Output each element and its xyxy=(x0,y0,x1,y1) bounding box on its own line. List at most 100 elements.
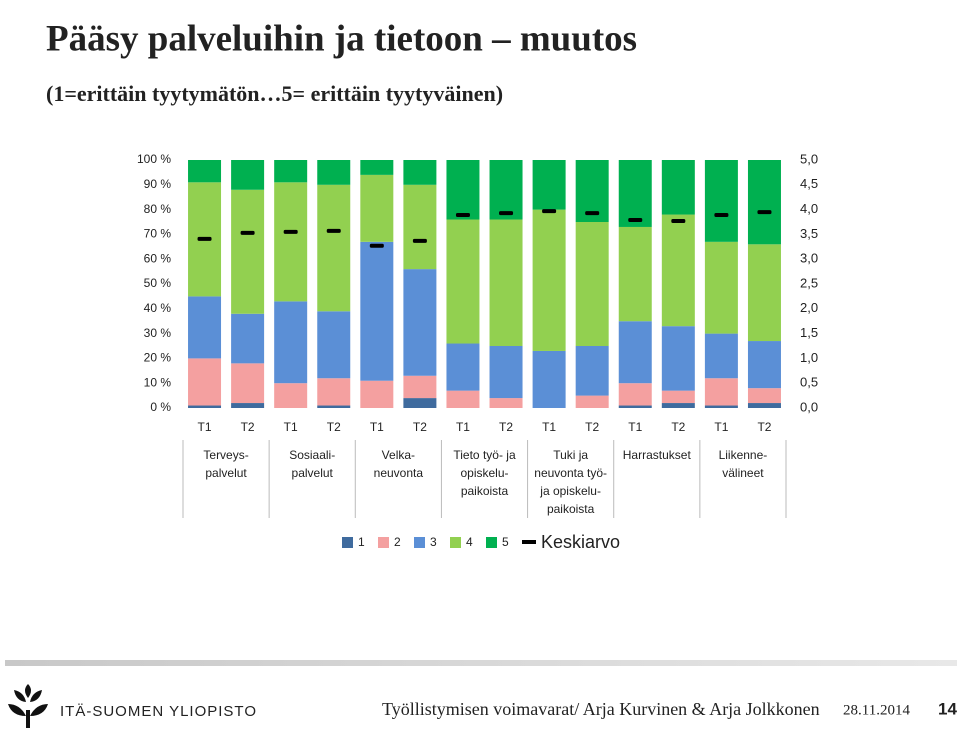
y-tick-label: 20 % xyxy=(144,351,172,365)
legend-label: 2 xyxy=(394,535,401,549)
group-label: palvelut xyxy=(292,466,334,480)
bar-segment xyxy=(231,403,265,408)
x-tick-label: T1 xyxy=(370,420,384,434)
x-tick-label: T2 xyxy=(241,420,255,434)
mean-marker xyxy=(542,209,557,214)
bar-segment xyxy=(747,160,781,245)
mean-marker xyxy=(240,230,255,235)
y-tick-label: 30 % xyxy=(144,326,172,340)
footer-text: Työllistymisen voimavarat/ Arja Kurvinen… xyxy=(382,699,820,719)
y2-tick-label: 2,5 xyxy=(800,275,818,290)
bar-segment xyxy=(747,403,781,408)
legend-label: Keskiarvo xyxy=(541,532,620,552)
mean-marker xyxy=(757,210,772,215)
legend-swatch xyxy=(378,537,389,548)
legend-swatch xyxy=(486,537,497,548)
bar-segment xyxy=(661,160,695,215)
bar-segment xyxy=(489,346,523,399)
bar-segment xyxy=(446,390,480,408)
x-tick-label: T2 xyxy=(327,420,341,434)
x-tick-label: T1 xyxy=(284,420,298,434)
legend-label: 1 xyxy=(358,535,365,549)
bar-segment xyxy=(360,241,394,381)
x-tick-label: T2 xyxy=(413,420,427,434)
mean-marker xyxy=(369,243,384,248)
mean-marker xyxy=(671,219,686,224)
group-label: opiskelu- xyxy=(460,466,508,480)
mean-marker xyxy=(628,218,643,223)
bar-segment xyxy=(489,160,523,220)
bar-segment xyxy=(274,160,308,183)
bar-segment xyxy=(618,160,652,227)
group-label: Liikenne- xyxy=(719,448,768,462)
title: Pääsy palveluihin ja tietoon – muutos xyxy=(46,18,637,59)
bar-segment xyxy=(188,405,222,408)
legend-swatch xyxy=(414,537,425,548)
bar-segment xyxy=(403,269,437,376)
bar-segment xyxy=(489,398,523,408)
bar-segment xyxy=(575,222,609,346)
legend-swatch xyxy=(450,537,461,548)
bar-segment xyxy=(747,244,781,342)
bar-segment xyxy=(231,160,265,190)
bar-segment xyxy=(446,160,480,220)
x-tick-label: T1 xyxy=(714,420,728,434)
y-tick-label: 0 % xyxy=(150,400,171,414)
x-tick-label: T2 xyxy=(671,420,685,434)
x-tick-label: T1 xyxy=(542,420,556,434)
bar-segment xyxy=(403,375,437,399)
legend-swatch xyxy=(342,537,353,548)
y-tick-label: 70 % xyxy=(144,227,172,241)
bar-segment xyxy=(317,184,351,312)
bar-segment xyxy=(747,341,781,389)
y-tick-label: 80 % xyxy=(144,202,172,216)
y2-tick-label: 5,0 xyxy=(800,151,818,166)
bar-segment xyxy=(188,296,222,359)
group-label: paikoista xyxy=(547,502,595,516)
x-tick-label: T2 xyxy=(499,420,513,434)
group-label: palvelut xyxy=(205,466,247,480)
bar-segment xyxy=(188,358,222,406)
group-label: Velka- xyxy=(382,448,415,462)
bar-segment xyxy=(188,160,222,183)
page-number: 14 xyxy=(938,699,957,718)
bar-segment xyxy=(704,241,738,334)
legend-label: 3 xyxy=(430,535,437,549)
bar-segment xyxy=(618,405,652,408)
mean-marker xyxy=(412,238,427,243)
bar-segment xyxy=(704,333,738,379)
bar-segment xyxy=(360,160,394,175)
bar-segment xyxy=(317,405,351,408)
y-tick-label: 90 % xyxy=(144,177,172,191)
mean-marker xyxy=(499,211,514,216)
bar-segment xyxy=(360,380,394,408)
bar-segment xyxy=(618,226,652,322)
bar-segment xyxy=(274,182,308,302)
mean-marker xyxy=(326,228,341,233)
bar-segment xyxy=(403,398,437,408)
y2-tick-label: 1,5 xyxy=(800,325,818,340)
legend-label: 4 xyxy=(466,535,473,549)
group-label: paikoista xyxy=(461,484,509,498)
y2-tick-label: 4,5 xyxy=(800,176,818,191)
bar-segment xyxy=(575,395,609,408)
bar-segment xyxy=(403,184,437,270)
legend-swatch xyxy=(522,540,536,544)
separator xyxy=(5,660,957,666)
y2-tick-label: 3,5 xyxy=(800,226,818,241)
bar-segment xyxy=(532,350,566,408)
bar-segment xyxy=(317,378,351,406)
group-label: neuvonta xyxy=(374,466,424,480)
group-label: Tuki ja xyxy=(553,448,588,462)
bar-segment xyxy=(704,160,738,242)
mean-marker xyxy=(455,213,470,218)
bar-segment xyxy=(532,160,566,210)
mean-marker xyxy=(714,213,729,218)
y-tick-label: 50 % xyxy=(144,276,172,290)
bar-segment xyxy=(317,311,351,379)
bar-segment xyxy=(661,326,695,391)
group-label: ja opiskelu- xyxy=(539,484,601,498)
group-label: Sosiaali- xyxy=(289,448,335,462)
group-label: Harrastukset xyxy=(623,448,692,462)
